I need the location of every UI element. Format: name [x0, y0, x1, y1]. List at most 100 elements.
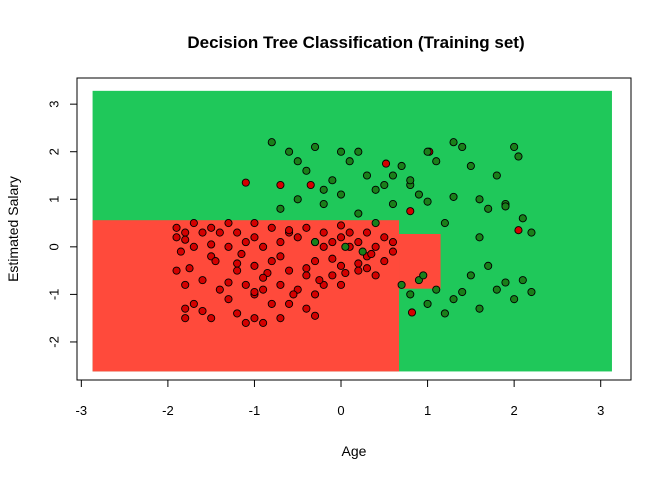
data-point-class-0: [388, 247, 398, 256]
data-point-class-1: [328, 176, 337, 185]
x-tick-label: 3: [597, 403, 604, 418]
data-point-class-0: [181, 304, 190, 313]
data-point-class-1: [276, 204, 285, 213]
y-tick-label: -2: [46, 336, 61, 348]
data-point-class-1: [406, 290, 415, 299]
data-point-class-0: [172, 266, 181, 275]
data-point-class-1: [518, 276, 527, 285]
chart-title: Decision Tree Classification (Training s…: [187, 33, 524, 52]
data-point-class-0: [250, 233, 259, 242]
data-point-class-0: [371, 271, 380, 280]
data-point-class-0: [354, 259, 363, 268]
data-point-class-0: [250, 261, 259, 270]
data-point-class-0: [233, 309, 242, 318]
data-point-class-0: [388, 238, 398, 247]
data-point-class-0: [293, 233, 302, 242]
data-point-class-0: [406, 207, 415, 216]
data-point-class-1: [423, 299, 432, 308]
data-point-class-0: [259, 318, 268, 327]
data-point-class-1: [380, 180, 389, 190]
x-axis: -3 -2 -1 0 1 2 3: [76, 379, 604, 418]
data-point-class-1: [423, 197, 432, 206]
data-point-class-0: [367, 249, 376, 259]
data-point-class-0: [371, 242, 380, 251]
data-point-class-0: [302, 271, 311, 280]
y-tick-label: 3: [46, 101, 61, 108]
data-point-class-0: [215, 228, 224, 237]
data-point-class-1: [310, 238, 320, 247]
data-point-class-0: [241, 280, 250, 289]
data-point-class-1: [362, 171, 372, 180]
data-point-class-1: [414, 190, 423, 199]
y-axis: -2 -1 0 1 2 3: [46, 101, 78, 348]
data-point-class-0: [198, 276, 207, 285]
data-point-class-0: [380, 257, 389, 266]
data-point-class-1: [501, 278, 510, 287]
data-point-class-1: [293, 157, 302, 166]
data-point-class-0: [289, 290, 298, 299]
data-point-class-1: [432, 285, 441, 294]
y-axis-label: Estimated Salary: [5, 176, 21, 282]
data-point-class-1: [388, 199, 398, 209]
data-point-class-0: [259, 285, 268, 294]
data-point-class-1: [527, 287, 536, 297]
data-point-class-0: [233, 266, 242, 275]
data-point-class-1: [293, 195, 302, 204]
x-tick-label: -3: [76, 403, 88, 418]
data-point-class-1: [358, 247, 367, 256]
data-point-class-0: [328, 238, 337, 247]
data-point-class-0: [250, 287, 259, 297]
data-point-class-0: [198, 306, 207, 316]
data-point-class-0: [250, 314, 259, 323]
data-point-class-1: [466, 161, 475, 171]
data-point-class-0: [233, 259, 242, 268]
data-point-class-0: [341, 268, 350, 278]
data-point-class-1: [440, 219, 449, 228]
data-point-class-0: [306, 180, 315, 190]
data-point-class-0: [207, 223, 216, 232]
data-point-class-1: [319, 185, 328, 194]
data-point-class-0: [241, 238, 250, 247]
data-point-class-1: [397, 161, 406, 171]
data-point-class-0: [319, 242, 328, 251]
data-point-class-1: [518, 214, 527, 223]
data-point-class-1: [527, 228, 536, 237]
data-point-class-1: [397, 280, 406, 289]
data-point-class-0: [310, 290, 320, 299]
x-tick-label: 1: [424, 403, 431, 418]
data-point-class-0: [362, 228, 372, 237]
data-point-class-0: [176, 247, 185, 256]
data-point-class-0: [276, 238, 285, 247]
data-point-class-0: [241, 318, 250, 327]
data-point-class-0: [224, 278, 233, 287]
data-point-class-0: [276, 180, 285, 190]
data-point-class-0: [181, 228, 190, 237]
data-point-class-0: [407, 308, 417, 317]
data-point-class-0: [336, 261, 346, 270]
data-point-class-1: [341, 242, 350, 251]
data-point-class-1: [475, 304, 484, 313]
data-point-class-0: [215, 285, 224, 294]
y-tick-label: -1: [46, 289, 61, 301]
data-point-class-1: [510, 295, 519, 304]
data-point-class-0: [315, 276, 324, 285]
data-point-class-1: [371, 219, 380, 228]
data-point-class-0: [172, 233, 181, 242]
data-point-class-0: [328, 271, 337, 280]
x-axis-label: Age: [342, 443, 367, 459]
data-point-class-0: [224, 219, 233, 228]
data-point-class-1: [319, 199, 328, 209]
y-tick-label: 0: [46, 243, 61, 250]
data-point-class-0: [224, 242, 233, 251]
data-point-class-1: [510, 142, 519, 152]
data-point-class-0: [380, 233, 389, 242]
data-point-class-0: [207, 240, 216, 249]
data-point-class-0: [310, 257, 320, 266]
data-point-class-0: [354, 266, 363, 275]
data-point-class-0: [224, 295, 233, 304]
data-point-class-0: [189, 299, 198, 308]
data-point-class-0: [276, 252, 285, 261]
data-point-class-0: [189, 242, 198, 251]
data-point-class-0: [354, 238, 363, 247]
x-tick-label: -1: [249, 403, 261, 418]
